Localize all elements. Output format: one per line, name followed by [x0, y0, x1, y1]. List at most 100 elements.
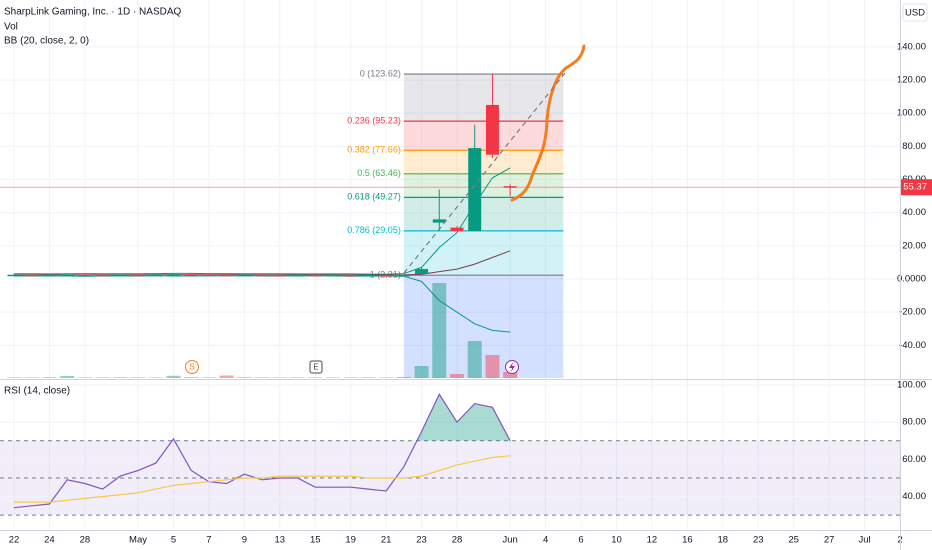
- x-tick-label: 27: [824, 535, 835, 546]
- x-tick-label: 23: [753, 535, 764, 546]
- x-tick-label: 22: [9, 535, 20, 546]
- candle-body: [60, 274, 74, 277]
- rsi-legend: RSI (14, close): [4, 386, 70, 397]
- x-tick-label: 12: [647, 535, 658, 546]
- volume-bar: [325, 377, 340, 378]
- volume-bar: [361, 377, 376, 378]
- last-price-tag: [901, 179, 932, 196]
- rsi-tick-label: 40.00: [902, 491, 926, 502]
- candle-body: [25, 274, 39, 277]
- fib-zone: [403, 121, 564, 151]
- volume-bar: [77, 377, 92, 378]
- x-tick-label: 10: [611, 535, 622, 546]
- volume-bar: [24, 377, 39, 378]
- fib-level-label: 0.618 (49.27): [347, 192, 401, 202]
- candle-body: [131, 274, 145, 277]
- candle-body: [184, 274, 198, 276]
- rsi-ma-line: [14, 455, 511, 503]
- x-tick-label: 23: [416, 535, 427, 546]
- volume-bar: [255, 377, 270, 378]
- candle-body: [344, 274, 358, 277]
- candle-body: [450, 227, 464, 231]
- volume-bar: [396, 377, 411, 378]
- x-tick-label: 13: [275, 535, 286, 546]
- volume-bar: [6, 377, 21, 378]
- rsi-line: [13, 393, 511, 509]
- y-tick-label: 20.00: [902, 240, 926, 251]
- earnings-marker[interactable]: [309, 360, 323, 374]
- volume-bar: [503, 372, 518, 378]
- candle-body: [273, 274, 287, 277]
- volume-bar: [60, 376, 75, 378]
- candle-body: [113, 274, 127, 277]
- volume-bar: [343, 377, 358, 378]
- rsi-tick-label: 80.00: [902, 417, 926, 428]
- candle-body: [78, 274, 92, 277]
- dividend-marker[interactable]: [185, 360, 199, 374]
- volume-bar: [379, 377, 394, 378]
- volume-bar: [131, 377, 146, 378]
- volume-bar: [432, 283, 447, 378]
- volume-bar: [42, 377, 57, 378]
- split-icon: [509, 362, 515, 372]
- currency-label[interactable]: USD: [905, 8, 925, 19]
- fib-level-label: 0.236 (95.23): [347, 116, 401, 126]
- x-tick-label: 25: [788, 535, 799, 546]
- volume-bar: [308, 377, 323, 378]
- x-tick-label: 9: [242, 535, 247, 546]
- x-tick-label: May: [129, 535, 147, 546]
- y-tick-label: 80.00: [902, 141, 926, 152]
- volume-bar: [201, 377, 216, 378]
- y-tick-label: 120.00: [897, 75, 926, 86]
- overbought-fill: [172, 394, 511, 441]
- earnings-marker-label[interactable]: E: [313, 363, 318, 372]
- rsi-tick-label: 100.00: [897, 380, 926, 391]
- candle-body: [42, 274, 56, 277]
- candle-body: [308, 274, 322, 277]
- candle-body: [361, 275, 375, 277]
- x-tick-label: 15: [310, 535, 321, 546]
- candle-body: [415, 269, 429, 275]
- volume-bar: [272, 377, 287, 378]
- volume-bar: [148, 377, 163, 378]
- y-tick-label: 140.00: [897, 41, 926, 52]
- x-tick-label: 16: [682, 535, 693, 546]
- rsi-tick-label: 60.00: [902, 454, 926, 465]
- projection-path: [510, 44, 586, 202]
- bb-legend: BB (20, close, 2, 0): [4, 36, 89, 47]
- volume-bar: [449, 374, 464, 378]
- volume-bar: [219, 375, 234, 378]
- candle-body: [255, 274, 269, 277]
- x-tick-label: 28: [452, 535, 463, 546]
- currency-box[interactable]: [902, 3, 928, 22]
- volume-bar: [184, 377, 199, 378]
- volume-bar: [290, 377, 305, 378]
- candle-body: [397, 274, 411, 277]
- volume-bar: [467, 341, 482, 378]
- candle-body: [7, 274, 21, 277]
- y-tick-label: 40.00: [902, 207, 926, 218]
- dividend-marker-label[interactable]: S: [189, 363, 194, 372]
- candle-body: [166, 274, 180, 276]
- bb-upper: [14, 167, 511, 275]
- candle-body: [220, 274, 234, 277]
- candle-body: [468, 148, 482, 231]
- fib-level-label: 0 (123.62): [360, 68, 401, 78]
- x-tick-label: 5: [171, 535, 176, 546]
- x-tick-label: 24: [44, 535, 55, 546]
- x-tick-label: 4: [543, 535, 548, 546]
- fib-zone: [403, 173, 564, 198]
- y-tick-label: 100.00: [897, 108, 926, 119]
- x-tick-label: 19: [345, 535, 356, 546]
- volume-bar: [414, 366, 429, 378]
- x-tick-label: Jun: [502, 535, 517, 546]
- volume-legend: Vol: [4, 22, 18, 33]
- fib-level-label: 0.5 (63.46): [357, 168, 401, 178]
- volume-bar: [166, 375, 181, 378]
- candle-body: [96, 274, 110, 277]
- volume-bar: [237, 377, 252, 378]
- fib-trend-line: [403, 72, 566, 274]
- x-tick-label: 6: [578, 535, 583, 546]
